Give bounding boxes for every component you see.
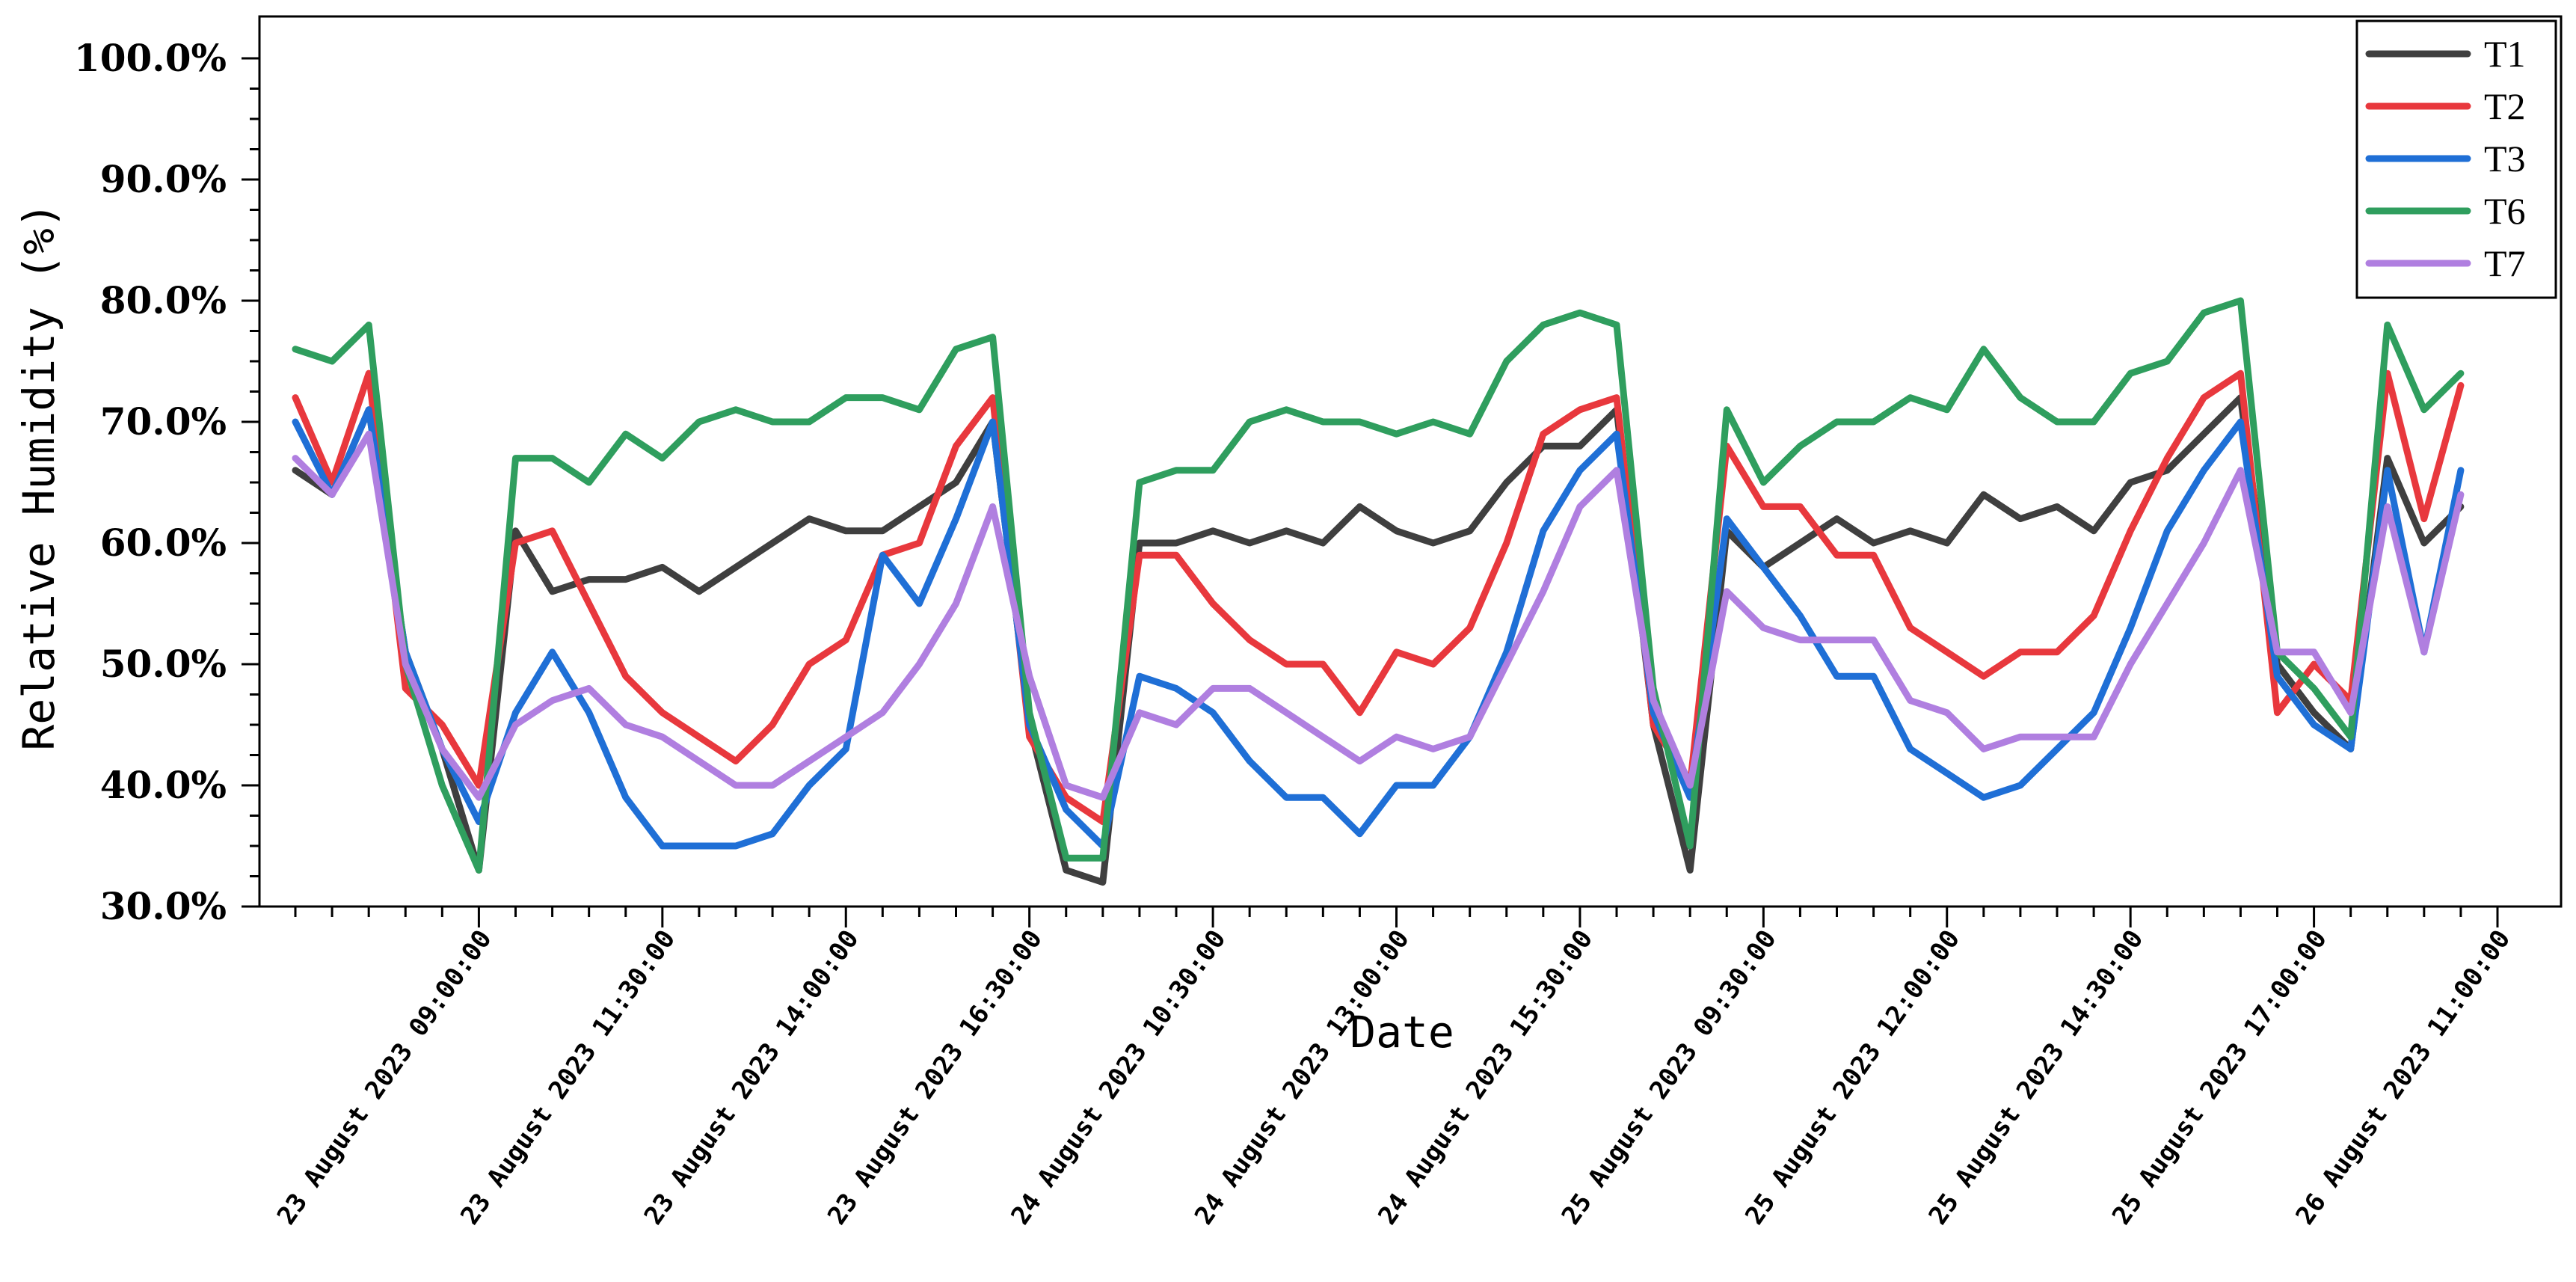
- x-tick-label: 25 August 2023 14:30:00: [1923, 924, 2150, 1230]
- y-tick-label: 100.0%: [74, 36, 227, 80]
- y-tick-label: 60.0%: [100, 521, 227, 565]
- x-tick-label: 24 August 2023 13:00:00: [1189, 924, 1415, 1230]
- legend-label-t7: T7: [2484, 242, 2526, 284]
- x-tick-label: 25 August 2023 12:00:00: [1739, 924, 1966, 1230]
- y-tick-label: 40.0%: [100, 763, 227, 807]
- series-group: [292, 297, 2465, 886]
- plot-frame: [258, 15, 2563, 908]
- x-tick-label: 23 August 2023 16:30:00: [822, 924, 1048, 1230]
- x-axis-title: Date: [1350, 1007, 1454, 1058]
- y-axis: 30.0% 40.0% 50.0% 60.0% 70.0% 80.0% 90.0% 100.0…: [74, 36, 259, 928]
- x-tick-label: 24 August 2023 10:30:00: [1006, 924, 1232, 1230]
- x-tick-label: 23 August 2023 11:30:00: [455, 924, 681, 1230]
- legend-label-t6: T6: [2484, 190, 2526, 232]
- y-tick-label: 80.0%: [100, 278, 227, 322]
- y-tick-label: 50.0%: [100, 642, 227, 686]
- x-tick-label: 26 August 2023 11:00:00: [2290, 924, 2517, 1230]
- series-line-t7: [292, 430, 2465, 801]
- y-tick-label: 90.0%: [100, 157, 227, 201]
- series-line-t2: [292, 369, 2465, 826]
- series-line-t6: [292, 297, 2465, 874]
- x-tick-label: 23 August 2023 14:00:00: [639, 924, 865, 1230]
- series-line-t1: [292, 394, 2465, 886]
- legend: T1 T2 T3 T6 T7: [2355, 19, 2557, 299]
- series-line-t3: [292, 406, 2465, 850]
- legend-label-t1: T1: [2484, 33, 2526, 75]
- legend-label-t2: T2: [2484, 85, 2526, 127]
- x-tick-label: 24 August 2023 15:30:00: [1372, 924, 1599, 1230]
- x-tick-label: 25 August 2023 17:00:00: [2106, 924, 2333, 1230]
- y-tick-label: 70.0%: [100, 399, 227, 444]
- y-axis-title: Relative Humidity (%): [13, 202, 64, 750]
- y-tick-label: 30.0%: [100, 884, 227, 928]
- x-tick-label: 25 August 2023 09:30:00: [1556, 924, 1783, 1230]
- legend-label-t3: T3: [2484, 138, 2526, 180]
- x-tick-label: 23 August 2023 09:00:00: [271, 924, 498, 1230]
